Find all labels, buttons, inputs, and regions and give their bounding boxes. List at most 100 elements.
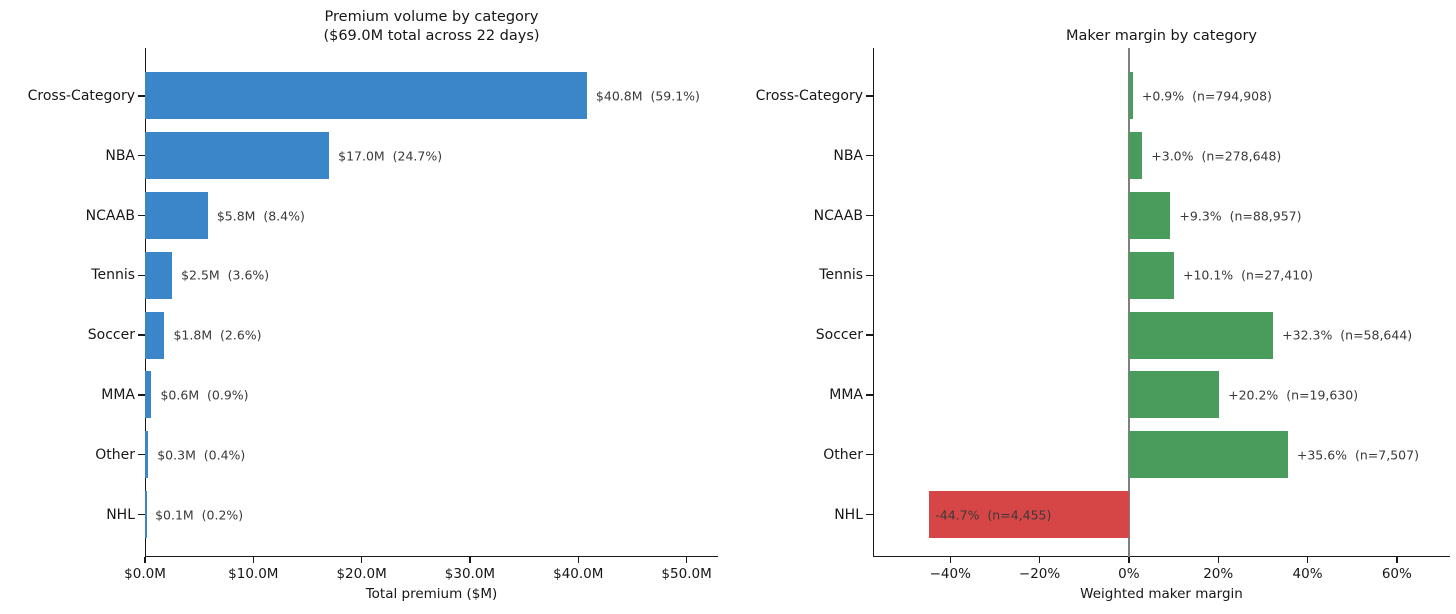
y-tick-mark (866, 274, 873, 276)
x-tick-mark (469, 557, 471, 563)
bar-value-label: $5.8M (8.4%) (216, 208, 305, 223)
bar-mma (145, 371, 152, 419)
x-tick-label: 40% (1292, 566, 1323, 582)
bar-ncaab (145, 192, 208, 239)
chart-title-line-2: ($69.0M total across 22 days) (323, 27, 540, 44)
x-tick-label: $30.0M (444, 566, 496, 582)
y-tick-label: NBA (833, 147, 863, 164)
y-tick-mark (866, 334, 873, 336)
x-axis-spine (145, 555, 718, 557)
bar-other (1128, 431, 1288, 479)
bar-value-label: +3.0% (n=278,648) (1151, 148, 1282, 164)
x-tick-mark (252, 557, 254, 563)
plot-area: Cross-Category $40.8M (59.1%) NBA $17.0M (2… (28, 48, 718, 582)
y-tick-mark (866, 214, 873, 217)
bar-value-label: $0.3M (0.4%) (157, 447, 246, 463)
y-tick-mark (138, 394, 145, 396)
y-tick-label: Soccer (815, 327, 863, 344)
bar-value-label: $0.1M (0.2%) (155, 507, 244, 522)
x-tick-mark (577, 557, 579, 563)
x-tick-label: −20% (1018, 566, 1061, 582)
x-tick-label: $40.0M (553, 566, 604, 582)
plot-area: Cross-Category +0.9% (n=794,908) NBA +3.0% … (756, 48, 1450, 582)
y-tick-label: Tennis (819, 267, 863, 284)
y-tick-mark (138, 454, 145, 456)
x-tick-mark (1128, 557, 1130, 563)
y-tick-label: NBA (105, 147, 135, 164)
bar-nhl (929, 491, 1129, 538)
x-tick-mark (1306, 557, 1309, 563)
bar-value-label: $0.6M (0.9%) (160, 387, 249, 403)
x-tick-mark (1396, 557, 1398, 563)
chart-title: Premium volume by category ($69.0M total… (145, 8, 718, 45)
bar-value-label: +32.3% (n=58,644) (1282, 327, 1413, 343)
y-tick-label: MMA (829, 386, 863, 403)
x-tick-label: 0% (1118, 566, 1140, 582)
bar-ncaab (1128, 192, 1171, 239)
bar-value-label: $40.8M (59.1%) (595, 88, 700, 104)
x-tick-mark (685, 557, 688, 563)
y-axis-spine (145, 48, 147, 557)
y-tick-label: NCAAB (813, 207, 863, 224)
y-tick-mark (866, 155, 873, 157)
y-tick-mark (138, 513, 145, 516)
y-tick-label: NHL (834, 506, 863, 523)
bar-cross-category (145, 72, 587, 120)
y-tick-label: Other (823, 446, 863, 463)
y-tick-mark (138, 274, 145, 276)
zero-line (1128, 48, 1130, 557)
x-tick-label: $50.0M (661, 566, 712, 582)
y-tick-mark (866, 95, 873, 97)
bar-value-label: $1.8M (2.6%) (173, 327, 262, 343)
y-tick-label: NCAAB (85, 207, 135, 224)
chart-title-line-1: Maker margin by category (1066, 28, 1257, 44)
x-tick-label: 20% (1203, 566, 1234, 582)
x-tick-mark (1038, 557, 1041, 563)
bar-value-label: $17.0M (24.7%) (338, 148, 443, 164)
x-tick-mark (1217, 557, 1219, 563)
y-tick-mark (866, 394, 873, 396)
bar-soccer (1128, 311, 1274, 359)
y-axis-spine (873, 48, 875, 557)
bar-tennis (145, 251, 173, 299)
x-axis-label: Total premium ($M) (365, 586, 498, 602)
bar-value-label: +35.6% (n=7,507) (1296, 447, 1419, 463)
bar-tennis (1128, 251, 1174, 299)
y-tick-mark (138, 334, 145, 336)
x-axis-spine (873, 555, 1450, 557)
bar-value-label: +20.2% (n=19,630) (1228, 387, 1359, 403)
x-tick-label: $10.0M (228, 566, 279, 582)
x-tick-label: $0.0M (124, 566, 166, 582)
x-tick-mark (949, 557, 951, 563)
y-tick-label: Soccer (87, 327, 135, 344)
bar-nba (1128, 132, 1143, 180)
y-tick-label: Other (95, 446, 135, 463)
bar-value-label: +10.1% (n=27,410) (1183, 267, 1314, 283)
y-tick-label: Cross-Category (27, 87, 135, 104)
bar-value-label: +9.3% (n=88,957) (1179, 208, 1302, 223)
y-tick-mark (138, 214, 145, 217)
x-tick-label: $20.0M (336, 566, 387, 582)
x-tick-label: 60% (1381, 566, 1412, 582)
x-tick-mark (144, 557, 146, 563)
x-tick-label: −40% (929, 566, 971, 582)
y-tick-mark (866, 513, 873, 516)
y-tick-mark (138, 155, 145, 157)
chart-title-line-1: Premium volume by category (324, 9, 539, 25)
x-axis-label: Weighted maker margin (1080, 586, 1243, 602)
bar-nhl (145, 491, 147, 538)
x-tick-mark (360, 557, 363, 563)
y-tick-label: Tennis (91, 267, 135, 284)
y-tick-label: NHL (106, 506, 135, 523)
bar-cross-category (1128, 72, 1133, 120)
chart-title: Maker margin by category (873, 27, 1450, 46)
y-tick-mark (138, 95, 145, 97)
bar-nba (145, 132, 330, 180)
bar-other (145, 431, 149, 479)
y-tick-label: Cross-Category (755, 87, 863, 104)
y-tick-mark (866, 454, 873, 456)
bar-value-label: -44.7% (n=4,455) (935, 507, 1052, 522)
bar-value-label: $2.5M (3.6%) (181, 267, 270, 283)
bar-mma (1128, 371, 1220, 419)
